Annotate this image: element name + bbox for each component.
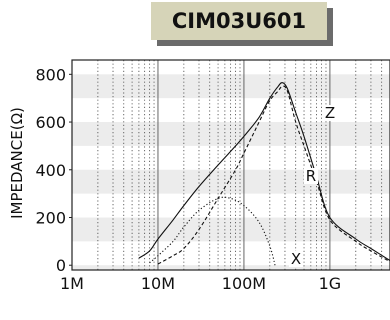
x-tick-label: 10M (141, 274, 175, 293)
x-tick-label: 1G (319, 274, 342, 293)
series-r-line (157, 85, 390, 265)
x-tick-label: 100M (222, 274, 266, 293)
plot-frame (71, 59, 390, 271)
grid-band (72, 265, 390, 270)
y-tick-label: 400 (35, 161, 66, 180)
y-tick-label: 600 (35, 113, 66, 132)
curve-label-x: X (291, 250, 301, 268)
curve-label-r: R (306, 167, 316, 185)
chart-title: CIM03U601 (171, 9, 307, 33)
series-x-line (149, 196, 276, 266)
y-tick-label: 200 (35, 209, 66, 228)
curve-label-bg (304, 168, 318, 184)
series-z-line (138, 82, 390, 261)
y-axis-label: IMPEDANCE(Ω) (8, 107, 26, 219)
x-tick-label: 1M (60, 274, 84, 293)
curve-label-bg (289, 251, 303, 267)
y-tick-label: 800 (35, 65, 66, 84)
curve-label-z: Z (325, 104, 335, 122)
y-tick-label: 0 (56, 256, 66, 275)
curve-label-bg (323, 105, 337, 121)
chart-title-box: CIM03U601 (151, 2, 327, 40)
